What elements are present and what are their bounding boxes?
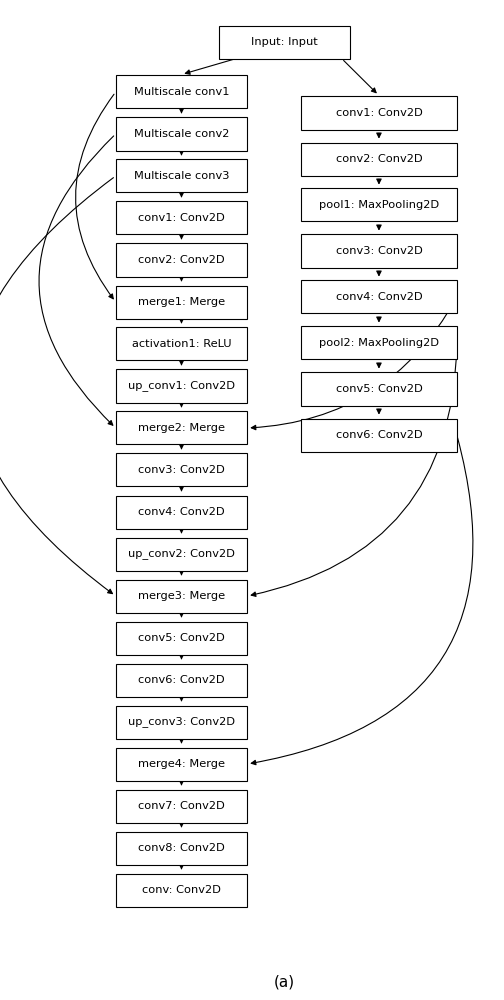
FancyBboxPatch shape [301,96,457,129]
Text: up_conv3: Conv2D: up_conv3: Conv2D [128,717,235,727]
FancyBboxPatch shape [301,188,457,221]
FancyBboxPatch shape [116,664,247,697]
Text: conv6: Conv2D: conv6: Conv2D [336,430,422,440]
Text: conv1: Conv2D: conv1: Conv2D [336,108,422,118]
FancyBboxPatch shape [116,75,247,108]
Text: conv3: Conv2D: conv3: Conv2D [138,465,225,475]
FancyBboxPatch shape [301,418,457,452]
FancyBboxPatch shape [116,832,247,864]
Text: conv2: Conv2D: conv2: Conv2D [138,255,225,265]
FancyBboxPatch shape [116,790,247,822]
Text: pool1: MaxPooling2D: pool1: MaxPooling2D [319,200,439,210]
FancyBboxPatch shape [116,874,247,906]
FancyBboxPatch shape [301,234,457,267]
Text: conv8: Conv2D: conv8: Conv2D [138,843,225,853]
Text: (a): (a) [274,974,295,990]
FancyBboxPatch shape [116,496,247,528]
Text: merge4: Merge: merge4: Merge [138,759,225,769]
FancyBboxPatch shape [116,327,247,360]
FancyBboxPatch shape [301,142,457,176]
Text: conv6: Conv2D: conv6: Conv2D [138,675,225,685]
FancyBboxPatch shape [116,748,247,780]
Text: conv5: Conv2D: conv5: Conv2D [138,633,225,643]
Text: up_conv1: Conv2D: up_conv1: Conv2D [128,381,235,391]
FancyBboxPatch shape [116,369,247,402]
FancyBboxPatch shape [301,280,457,313]
Text: Multiscale conv1: Multiscale conv1 [134,87,229,97]
Text: conv5: Conv2D: conv5: Conv2D [336,384,422,394]
Text: up_conv2: Conv2D: up_conv2: Conv2D [128,549,235,559]
FancyBboxPatch shape [116,706,247,738]
FancyBboxPatch shape [116,201,247,234]
FancyBboxPatch shape [116,117,247,150]
FancyBboxPatch shape [116,622,247,654]
Text: Multiscale conv3: Multiscale conv3 [134,171,229,181]
FancyBboxPatch shape [301,372,457,406]
FancyBboxPatch shape [219,25,350,58]
Text: conv7: Conv2D: conv7: Conv2D [138,801,225,811]
Text: pool2: MaxPooling2D: pool2: MaxPooling2D [319,338,439,348]
Text: merge1: Merge: merge1: Merge [138,297,225,307]
FancyBboxPatch shape [116,453,247,486]
FancyBboxPatch shape [116,538,247,570]
FancyBboxPatch shape [116,243,247,276]
FancyBboxPatch shape [116,159,247,192]
Text: Multiscale conv2: Multiscale conv2 [134,129,229,139]
Text: conv2: Conv2D: conv2: Conv2D [336,154,422,164]
Text: activation1: ReLU: activation1: ReLU [132,339,231,349]
Text: conv1: Conv2D: conv1: Conv2D [138,213,225,223]
Text: conv4: Conv2D: conv4: Conv2D [336,292,422,302]
Text: Input: Input: Input: Input [251,37,318,47]
FancyBboxPatch shape [301,326,457,359]
Text: conv3: Conv2D: conv3: Conv2D [336,246,422,256]
Text: conv4: Conv2D: conv4: Conv2D [138,507,225,517]
Text: conv: Conv2D: conv: Conv2D [142,885,221,895]
FancyBboxPatch shape [116,580,247,612]
FancyBboxPatch shape [116,411,247,444]
Text: merge2: Merge: merge2: Merge [138,423,225,433]
FancyBboxPatch shape [116,286,247,318]
Text: merge3: Merge: merge3: Merge [138,591,225,601]
